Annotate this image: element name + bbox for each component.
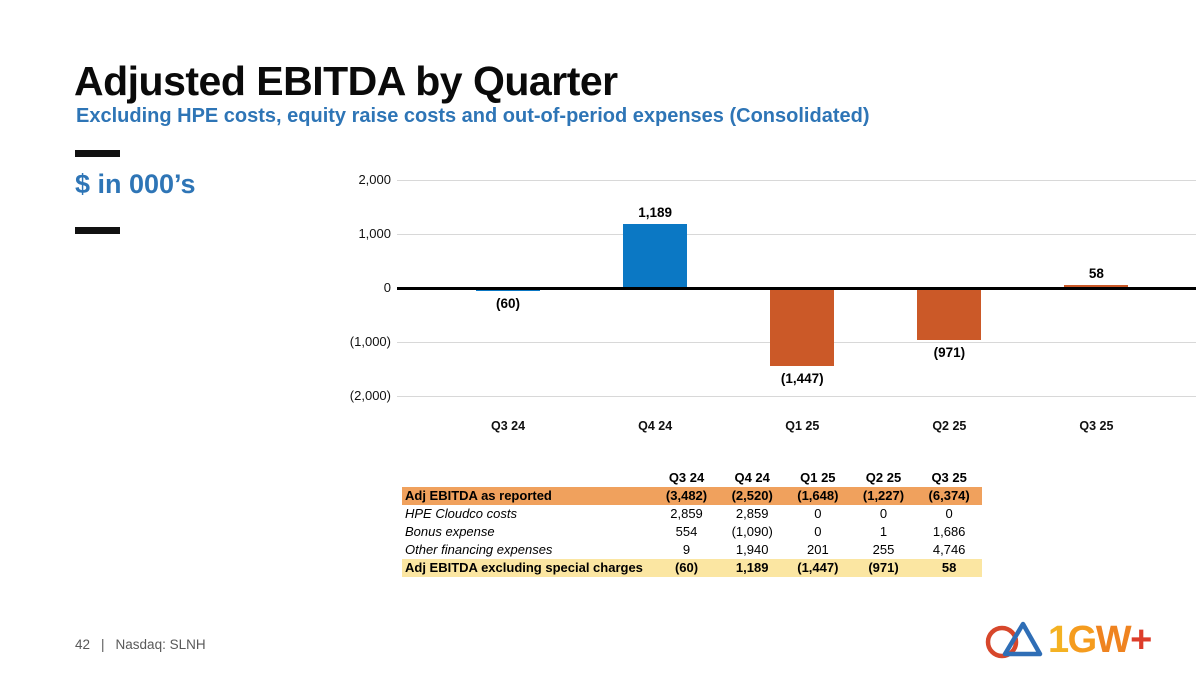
page-subtitle: Excluding HPE costs, equity raise costs … (76, 105, 870, 127)
table-column-header: Q2 25 (865, 470, 902, 485)
page-title: Adjusted EBITDA by Quarter (74, 58, 618, 104)
bar-value-label: (60) (496, 296, 521, 312)
chart-gridline (397, 180, 1196, 181)
table-row: Bonus expense 554 (1,090) 0 1 1,686 (402, 523, 982, 541)
bar-value-label: 58 (1088, 265, 1104, 281)
table-cell: (971) (868, 560, 899, 575)
y-axis-tick-label: 1,000 (358, 226, 391, 241)
ebitda-table: Q3 24 Q4 24 Q1 25 Q2 25 Q3 25 Adj EBITDA as r… (402, 469, 982, 577)
x-axis-zero-line (397, 286, 1196, 290)
table-cell: (1,648) (797, 488, 839, 503)
footer: 42 | Nasdaq: SLNH (75, 637, 206, 652)
table-row: Other financing expenses 9 1,940 201 255 4,74… (402, 541, 982, 559)
footer-separator: | (101, 637, 105, 652)
table-cell: 2,859 (735, 506, 769, 521)
logo-wordmark: 1GW+ (1048, 616, 1152, 664)
y-axis-tick-label: 0 (383, 280, 391, 295)
table-header-row: Q3 24 Q4 24 Q1 25 Q2 25 Q3 25 (402, 469, 982, 487)
table-row: HPE Cloudco costs 2,859 2,859 0 0 0 (402, 505, 982, 523)
page-number: 42 (75, 637, 91, 652)
table-cell: 0 (879, 506, 888, 521)
table-cell: (6,374) (928, 488, 970, 503)
table-cell: (1,447) (797, 560, 839, 575)
table-cell: 2,859 (670, 506, 703, 521)
chart-gridline (397, 234, 1196, 235)
table-cell: 201 (806, 542, 829, 557)
y-axis-tick-label: (2,000) (349, 388, 391, 403)
table-column-header: Q1 25 (800, 470, 836, 485)
table-cell: 9 (682, 542, 691, 557)
units-label: $ in 000’s (75, 169, 196, 199)
table-cell: 255 (872, 542, 895, 557)
table-cell: 0 (814, 506, 822, 521)
table-cell: (2,520) (731, 488, 773, 503)
table-column-header: Q3 25 (931, 470, 967, 485)
table-cell: 554 (675, 524, 698, 539)
table-cell: (1,227) (862, 488, 905, 503)
table-cell: (60) (674, 560, 699, 575)
x-axis-category-label: Q3 24 (491, 419, 526, 433)
bar-q1-25 (770, 288, 835, 367)
ticker-label: Nasdaq: SLNH (115, 637, 206, 652)
circle-triangle-logo-mark (985, 621, 1043, 659)
logo-letter: + (1130, 619, 1152, 661)
bar-value-label: 1,189 (638, 204, 673, 220)
bar-q3-24 (476, 288, 541, 292)
table-cell: 0 (945, 506, 953, 521)
logo-letter: 1 (1048, 619, 1069, 661)
x-axis-category-label: Q4 24 (638, 419, 673, 433)
x-axis-category-label: Q2 25 (932, 419, 967, 433)
company-logo: 1GW+ (982, 616, 1152, 664)
table-row-label: Bonus expense (405, 524, 495, 539)
table-column-header: Q3 24 (668, 470, 705, 485)
table-row-label: Other financing expenses (405, 542, 553, 557)
y-axis-tick-label: 2,000 (358, 172, 391, 187)
table-cell: 58 (941, 560, 957, 575)
table-cell: 1,940 (735, 542, 769, 557)
bar-q3-25 (1064, 284, 1129, 288)
table-cell: 0 (814, 524, 822, 539)
table-row: Adj EBITDA as reported (3,482) (2,520) (1,6… (402, 487, 982, 505)
y-axis-tick-label: (1,000) (349, 334, 391, 349)
accent-dash-top (75, 150, 120, 157)
x-axis-category-label: Q3 25 (1079, 419, 1114, 433)
table-cell: 1,189 (735, 560, 769, 575)
table-row-label: Adj EBITDA as reported (405, 488, 552, 503)
accent-dash-bottom (75, 227, 120, 234)
x-axis-category-label: Q1 25 (785, 419, 820, 433)
table-cell: (3,482) (665, 488, 708, 503)
table-cell: 1 (879, 524, 888, 539)
table-row: Adj EBITDA excluding special charges (60)… (402, 559, 982, 577)
bar-value-label: (971) (933, 345, 966, 361)
table-cell: 1,686 (932, 524, 966, 539)
table-column-header: Q4 24 (734, 470, 770, 485)
table-cell: (1,090) (731, 524, 773, 539)
bar-q2-25 (917, 288, 982, 341)
logo-letter: G (1067, 619, 1098, 661)
table-row-label: HPE Cloudco costs (405, 506, 517, 521)
table-cell: 4,746 (932, 542, 966, 557)
bar-q4-24 (623, 223, 688, 288)
table-row-label: Adj EBITDA excluding special charges (405, 560, 643, 575)
chart-gridline (397, 396, 1196, 397)
bar-value-label: (1,447) (780, 371, 824, 387)
table-corner-cell (402, 469, 654, 487)
logo-letter: W (1095, 619, 1132, 661)
